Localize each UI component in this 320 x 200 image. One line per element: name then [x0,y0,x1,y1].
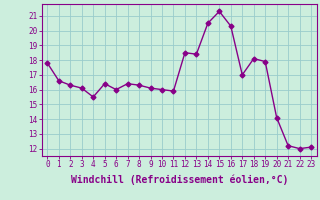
X-axis label: Windchill (Refroidissement éolien,°C): Windchill (Refroidissement éolien,°C) [70,175,288,185]
